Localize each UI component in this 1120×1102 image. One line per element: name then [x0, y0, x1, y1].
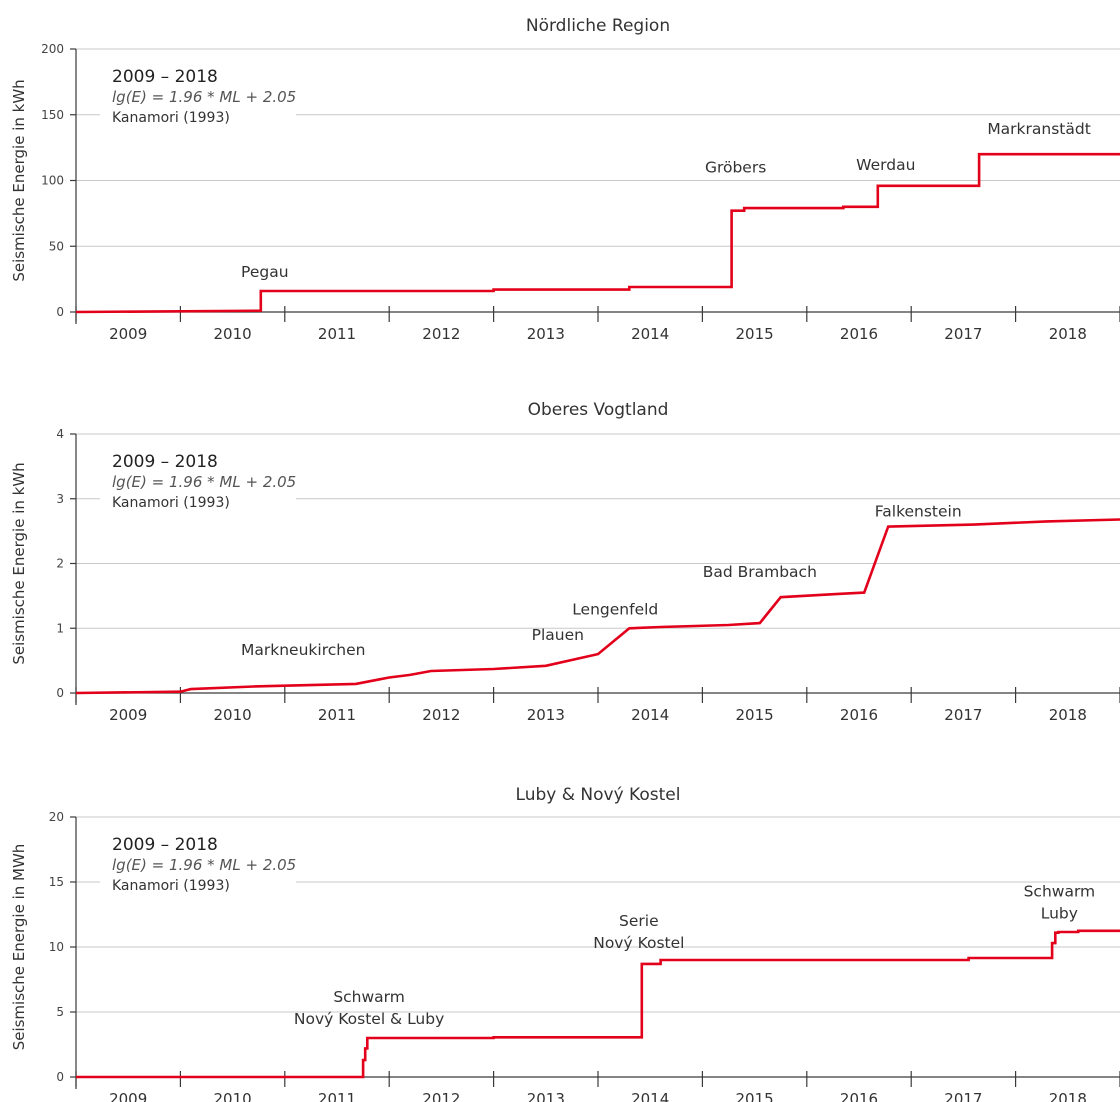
annotation-label: Lengenfeld — [572, 600, 658, 618]
x-tick-label: 2015 — [736, 325, 774, 343]
x-tick-label: 2011 — [318, 325, 356, 343]
y-axis-label: Seismische Energie in kWh — [10, 79, 28, 281]
x-tick-label: 2016 — [840, 325, 878, 343]
info-period: 2009 – 2018 — [112, 835, 218, 855]
x-tick-label: 2017 — [944, 706, 982, 724]
x-tick-label: 2013 — [527, 706, 565, 724]
info-reference: Kanamori (1993) — [112, 495, 230, 511]
info-formula: lg(E) = 1.96 * ML + 2.05 — [112, 88, 296, 106]
x-tick-label: 2014 — [631, 706, 669, 724]
chart-title: Luby & Nový Kostel — [516, 785, 681, 805]
y-tick-label: 0 — [56, 305, 64, 319]
x-tick-label: 2016 — [840, 706, 878, 724]
annotation-label: Schwarm Nový Kostel & Luby — [294, 988, 444, 1028]
x-tick-label: 2018 — [1049, 1090, 1087, 1102]
info-reference: Kanamori (1993) — [112, 878, 230, 894]
x-tick-label: 2012 — [422, 325, 460, 343]
y-tick-label: 0 — [56, 686, 64, 700]
series-line — [75, 518, 1120, 695]
x-tick-label: 2015 — [736, 1090, 774, 1102]
info-reference: Kanamori (1993) — [112, 110, 230, 126]
x-tick-label: 2012 — [422, 1090, 460, 1102]
info-period: 2009 – 2018 — [112, 67, 218, 87]
chart-title: Nördliche Region — [526, 16, 670, 36]
series-line — [76, 929, 1120, 1079]
annotation-label: Serie Nový Kostel — [593, 912, 684, 952]
annotation-label: Markranstädt — [987, 120, 1090, 138]
x-tick-label: 2009 — [109, 706, 147, 724]
y-axis-label: Seismische Energie in MWh — [10, 844, 28, 1051]
y-tick-label: 150 — [41, 108, 64, 122]
x-tick-label: 2010 — [214, 325, 252, 343]
x-tick-label: 2017 — [944, 325, 982, 343]
x-tick-label: 2009 — [109, 1090, 147, 1102]
x-tick-label: 2010 — [214, 706, 252, 724]
info-period: 2009 – 2018 — [112, 452, 218, 472]
annotation-label: Markneukirchen — [241, 641, 365, 659]
y-tick-label: 5 — [56, 1005, 64, 1019]
y-tick-label: 100 — [41, 174, 64, 188]
annotation-label: Pegau — [241, 263, 289, 281]
info-formula: lg(E) = 1.96 * ML + 2.05 — [112, 473, 296, 491]
x-tick-label: 2018 — [1049, 325, 1087, 343]
y-tick-label: 0 — [56, 1070, 64, 1084]
x-tick-label: 2018 — [1049, 706, 1087, 724]
info-box — [100, 446, 296, 524]
chart-title: Oberes Vogtland — [528, 400, 669, 420]
annotation-label: Gröbers — [705, 159, 766, 177]
annotation-label: Bad Brambach — [703, 563, 817, 581]
x-tick-label: 2011 — [318, 706, 356, 724]
y-tick-label: 4 — [56, 427, 64, 441]
x-tick-label: 2012 — [422, 706, 460, 724]
annotation-label: Werdau — [856, 156, 915, 174]
annotation-label: Falkenstein — [875, 503, 962, 521]
y-tick-label: 15 — [49, 875, 64, 889]
x-tick-label: 2013 — [527, 1090, 565, 1102]
x-tick-label: 2010 — [214, 1090, 252, 1102]
x-tick-label: 2014 — [631, 1090, 669, 1102]
annotation-label: Plauen — [532, 626, 584, 644]
y-tick-label: 3 — [56, 492, 64, 506]
x-tick-label: 2015 — [736, 706, 774, 724]
info-box — [100, 829, 296, 907]
x-tick-label: 2011 — [318, 1090, 356, 1102]
y-axis-label: Seismische Energie in kWh — [10, 462, 28, 664]
x-tick-label: 2017 — [944, 1090, 982, 1102]
y-tick-label: 2 — [56, 557, 64, 571]
x-tick-label: 2013 — [527, 325, 565, 343]
x-tick-label: 2009 — [109, 325, 147, 343]
x-tick-label: 2014 — [631, 325, 669, 343]
info-formula: lg(E) = 1.96 * ML + 2.05 — [112, 856, 296, 874]
x-tick-label: 2016 — [840, 1090, 878, 1102]
y-tick-label: 1 — [56, 621, 64, 635]
y-tick-label: 200 — [41, 42, 64, 56]
y-tick-label: 20 — [49, 810, 64, 824]
y-tick-label: 10 — [49, 940, 64, 954]
info-box — [100, 61, 296, 139]
annotation-label: Schwarm Luby — [1024, 883, 1096, 923]
series-line — [75, 152, 1120, 314]
y-tick-label: 50 — [49, 239, 64, 253]
